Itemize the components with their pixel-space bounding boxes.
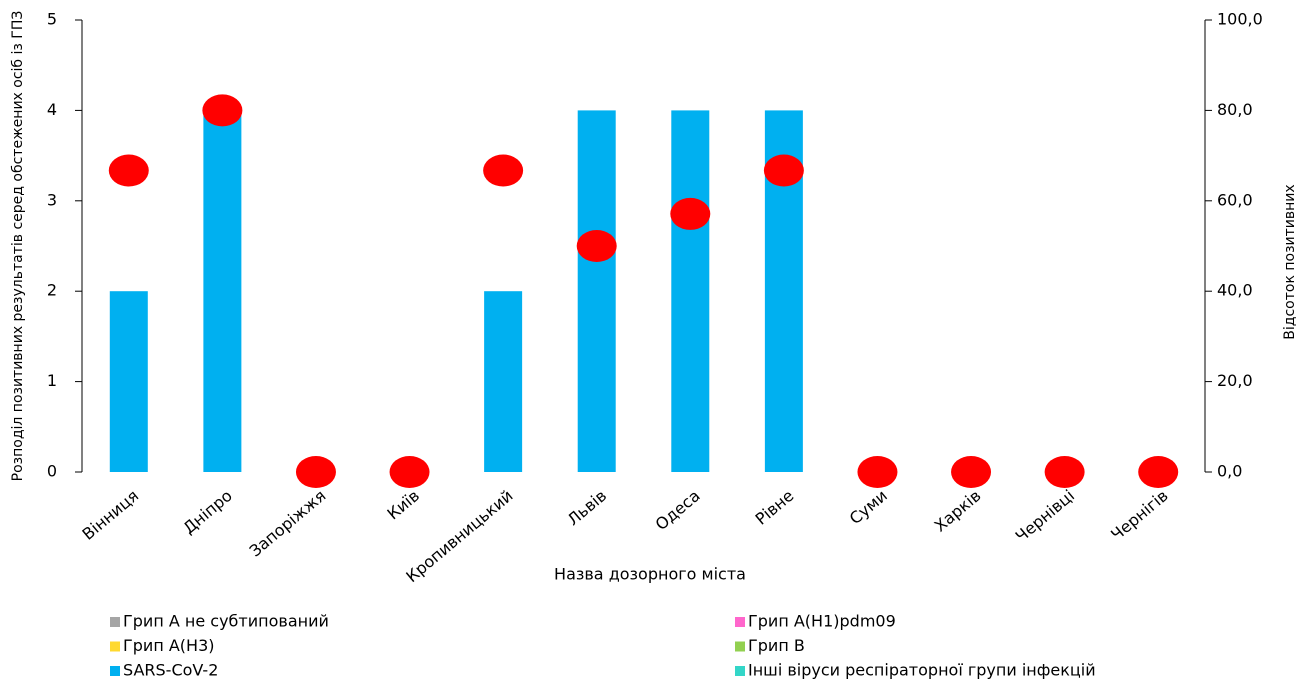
legend-label: Грип A(H1)pdm09: [748, 612, 896, 631]
legend-label: Грип A(H3): [123, 636, 215, 655]
legend-label: Грип A не субтипований: [123, 612, 329, 631]
x-tick-label: Львів: [564, 486, 611, 529]
y2-tick-label: 80,0: [1217, 100, 1253, 119]
x-tick-label: Київ: [383, 486, 423, 523]
x-tick-label: Суми: [846, 486, 891, 528]
y-tick-label: 2: [47, 281, 57, 300]
y-tick-label: 5: [47, 10, 57, 29]
y-tick-label: 3: [47, 190, 57, 209]
dot: [389, 456, 430, 488]
y2-tick-label: 0,0: [1217, 462, 1242, 481]
dot: [763, 154, 804, 187]
dot: [1044, 456, 1085, 488]
dot: [951, 456, 992, 488]
dot: [295, 456, 336, 488]
bar: [109, 291, 148, 472]
x-tick-label: Чернігів: [1107, 486, 1171, 544]
legend-swatch: [735, 641, 745, 652]
legend-swatch: [735, 617, 745, 627]
x-axis-title: Назва дозорного міста: [554, 565, 746, 584]
y2-tick-label: 100,0: [1217, 10, 1263, 29]
y-tick-label: 1: [47, 371, 57, 390]
x-tick-label: Чернівці: [1012, 486, 1078, 546]
y-tick-label: 0: [47, 462, 57, 481]
dot: [857, 456, 898, 488]
legend-swatch: [735, 666, 745, 676]
x-tick-label: Вінниця: [79, 486, 143, 544]
legend-label: Грип B: [748, 636, 805, 655]
dot: [576, 230, 617, 262]
bar: [484, 291, 523, 472]
x-tick-label: Рівне: [752, 486, 798, 529]
legend-label: Інші віруси респіраторної групи інфекцій: [748, 661, 1096, 680]
x-tick-label: Дніпро: [179, 486, 235, 538]
legend-swatch: [110, 617, 120, 627]
bar: [671, 110, 710, 473]
x-tick-label: Одеса: [652, 486, 704, 534]
x-tick-label: Харків: [931, 486, 985, 536]
bar: [577, 110, 616, 473]
y2-tick-label: 20,0: [1217, 371, 1253, 390]
y-axis-title: Розподіл позитивних результатів серед об…: [10, 11, 26, 482]
legend-swatch: [110, 666, 120, 676]
y2-tick-label: 60,0: [1217, 190, 1253, 209]
legend-label: SARS-CoV-2: [123, 661, 218, 680]
y2-tick-label: 40,0: [1217, 281, 1253, 300]
y-tick-label: 4: [47, 100, 57, 119]
dot: [670, 197, 711, 230]
bar: [203, 110, 242, 473]
legend-swatch: [110, 641, 120, 652]
y2-axis-title: Відсоток позитивних: [1282, 184, 1298, 339]
dot: [1138, 456, 1179, 488]
x-tick-label: Запоріжжя: [246, 486, 330, 561]
dot: [108, 154, 149, 187]
dot: [483, 154, 524, 187]
dot: [202, 94, 243, 127]
